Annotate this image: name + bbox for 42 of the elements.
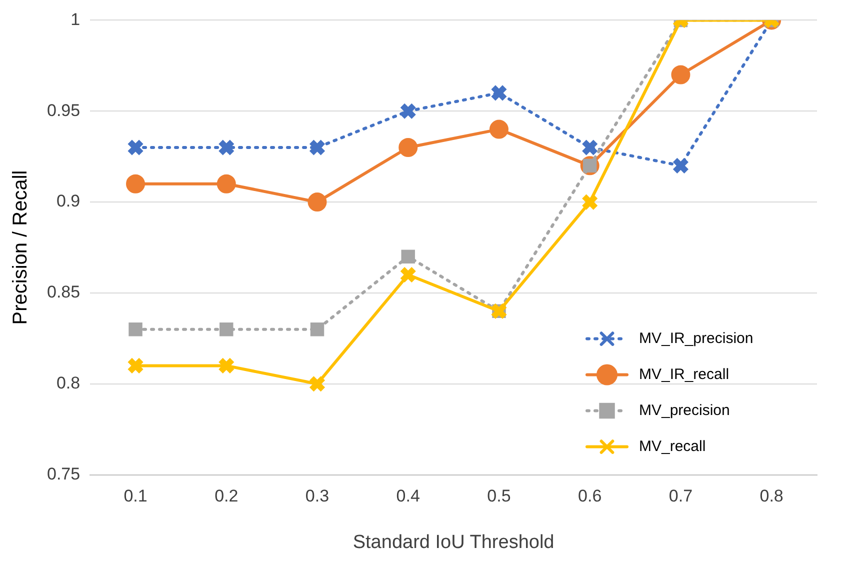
- point: [308, 138, 326, 156]
- point: [581, 193, 598, 211]
- y-tick-label: 0.85: [46, 282, 80, 302]
- legend-label: MV_precision: [639, 402, 730, 419]
- x-tick-label: 0.1: [124, 486, 148, 506]
- y-tick-label: 0.8: [56, 374, 80, 393]
- x-tick-label: 0.3: [305, 486, 330, 506]
- y-tick-label: 0.95: [46, 100, 80, 120]
- x-tick-label: 0.8: [760, 486, 784, 506]
- point: [128, 322, 142, 336]
- point: [489, 120, 508, 139]
- point: [220, 322, 234, 336]
- point: [126, 138, 144, 156]
- x-tick-label: 0.4: [396, 486, 420, 506]
- legend-label: MV_IR_precision: [639, 330, 754, 347]
- x-tick-label: 0.5: [487, 486, 511, 506]
- point: [399, 102, 417, 120]
- point: [581, 138, 598, 156]
- legend-label: MV_IR_recall: [639, 366, 730, 383]
- point: [490, 84, 508, 102]
- x-axis-title: Standard IoU Threshold: [352, 532, 554, 553]
- point: [308, 375, 326, 393]
- point: [218, 138, 236, 156]
- x-tick-label: 0.2: [214, 486, 238, 506]
- y-tick-label: 0.9: [56, 192, 80, 211]
- point: [398, 138, 418, 157]
- point: [126, 174, 146, 194]
- point: [216, 174, 236, 194]
- point: [401, 250, 415, 264]
- legend-label: MV_recall: [639, 438, 706, 455]
- y-tick-label: 0.75: [46, 464, 80, 484]
- point: [308, 192, 327, 212]
- point: [672, 157, 690, 174]
- point: [671, 65, 690, 84]
- point: [126, 357, 144, 374]
- point: [310, 322, 324, 336]
- x-tick-label: 0.7: [668, 486, 693, 506]
- point: [218, 357, 236, 374]
- y-tick-label: 1: [70, 10, 80, 29]
- point: [399, 266, 417, 284]
- y-axis-title: Precision / Recall: [10, 170, 32, 325]
- x-tick-label: 0.6: [578, 486, 602, 506]
